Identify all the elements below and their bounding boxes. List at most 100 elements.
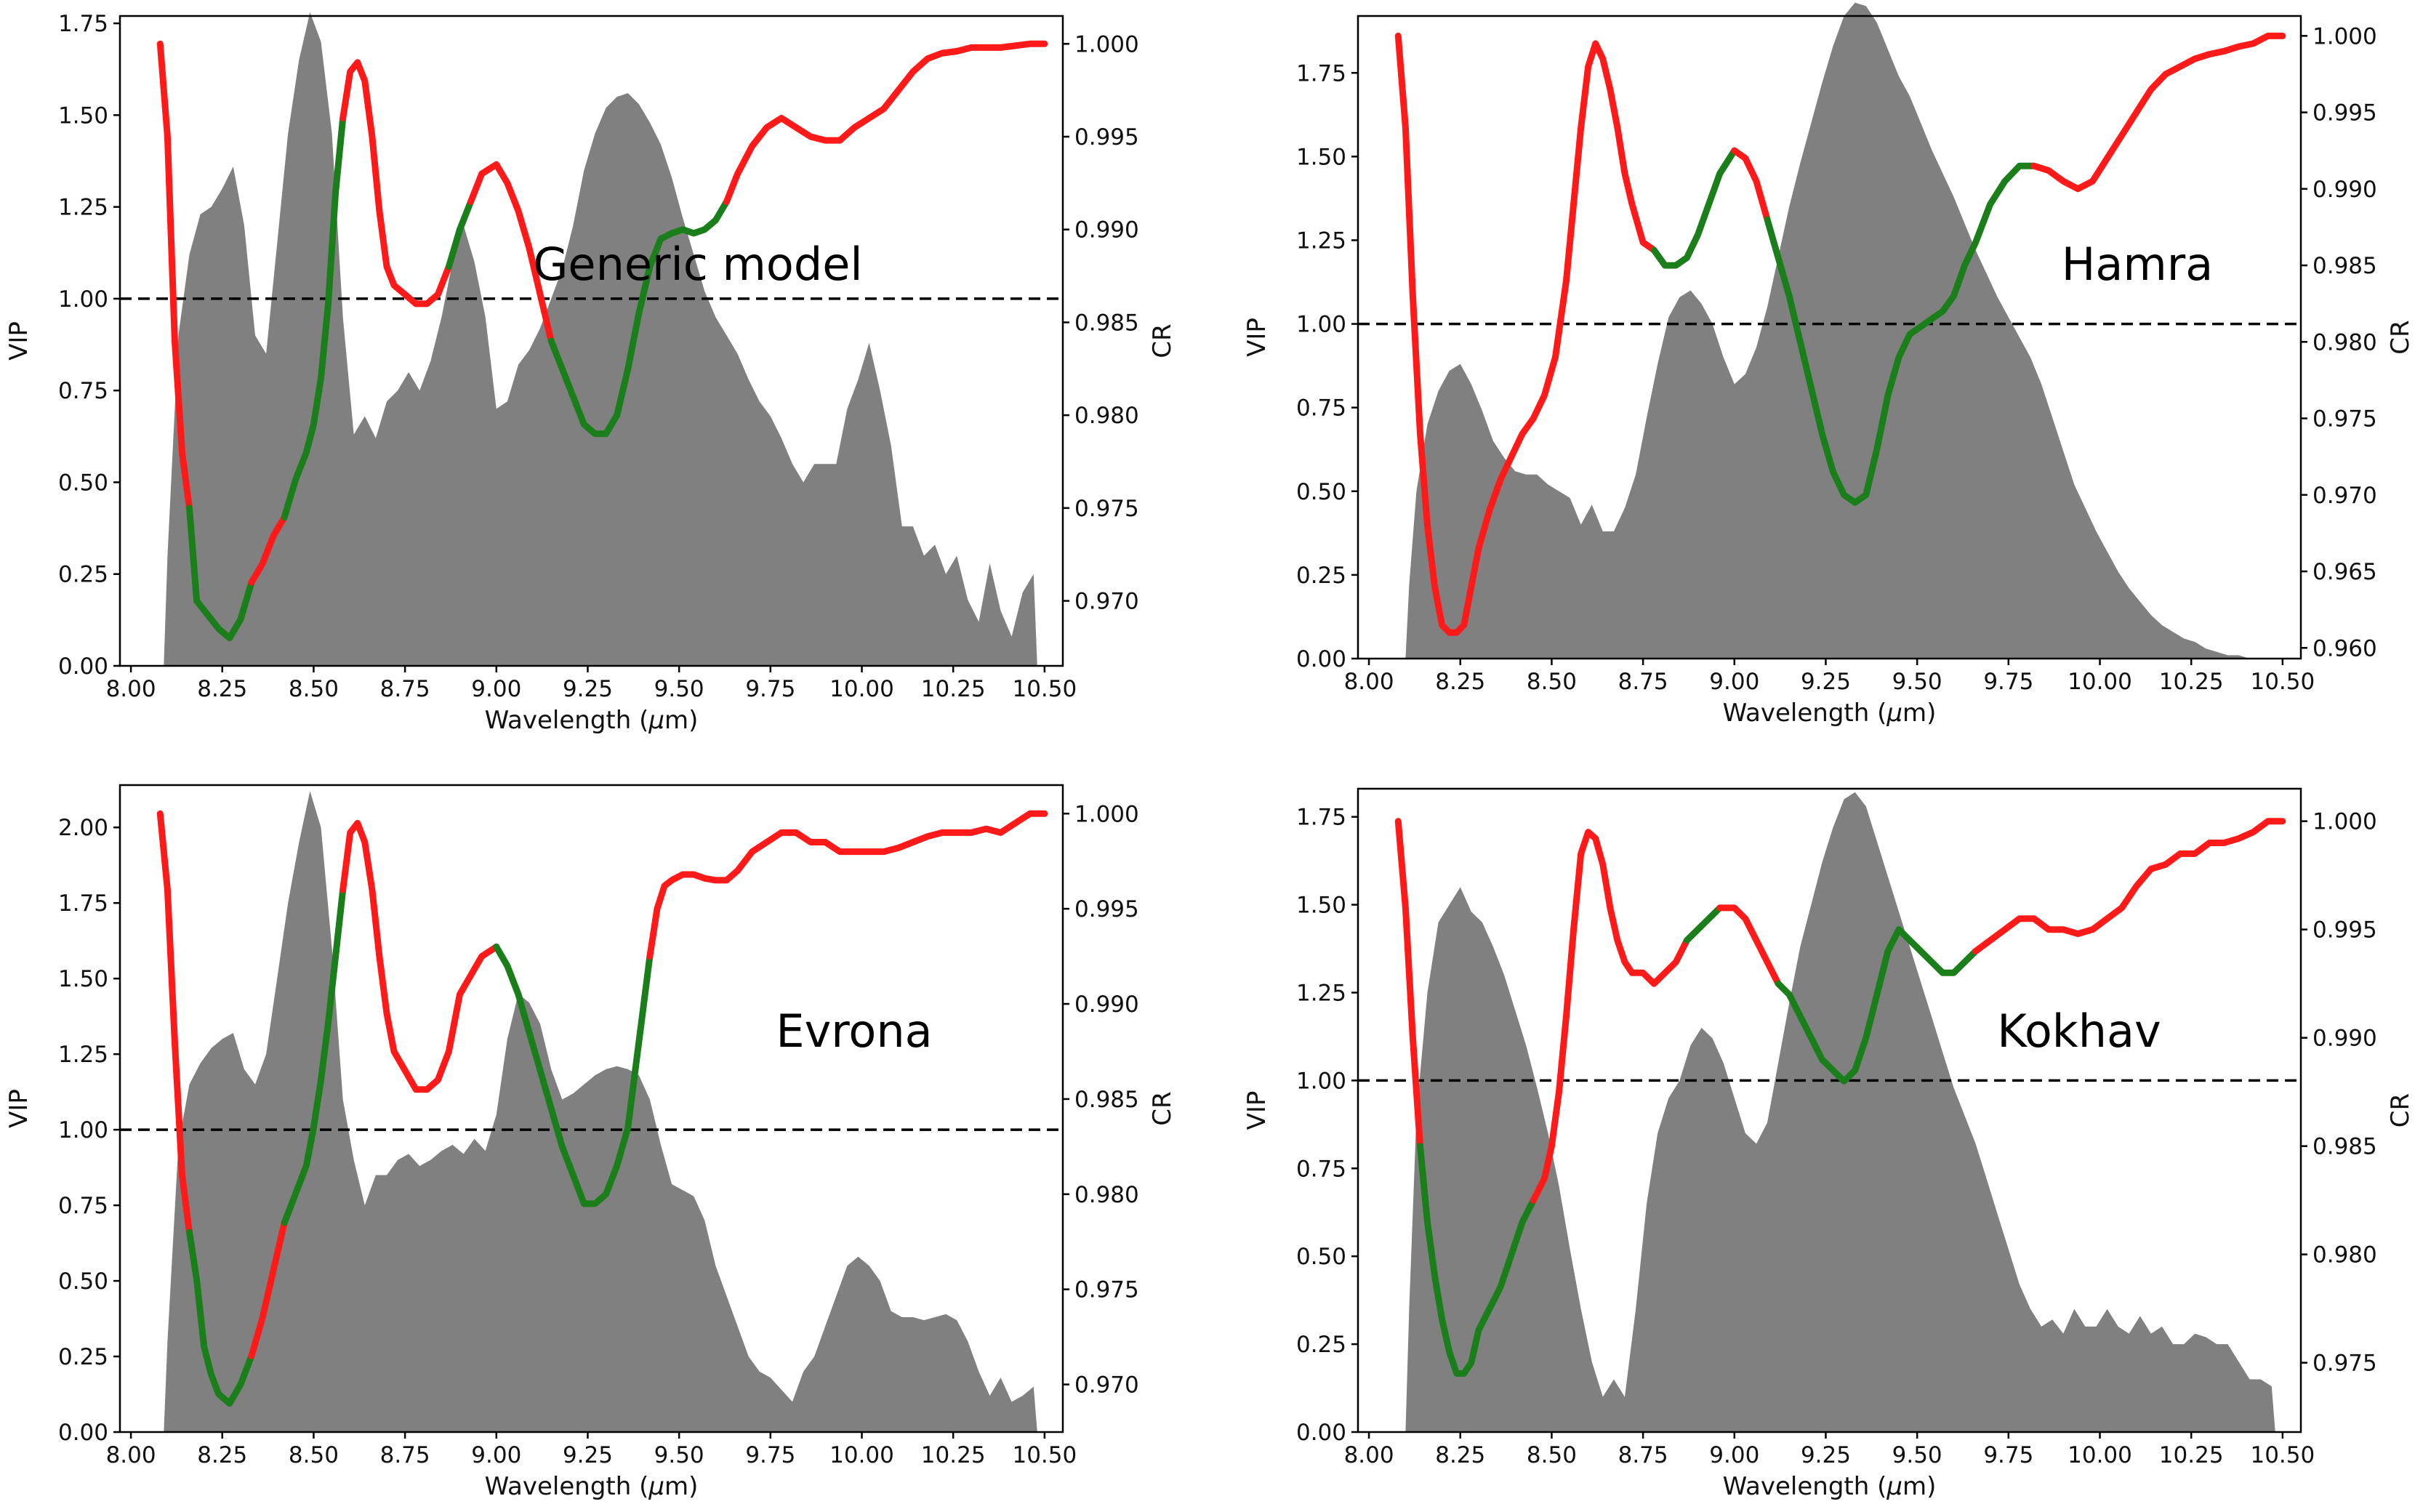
y2-axis-title: CR bbox=[2386, 320, 2415, 354]
x-tick-label: 9.75 bbox=[745, 676, 795, 702]
y2-tick-label: 0.995 bbox=[2312, 100, 2377, 126]
x-tick-label: 8.75 bbox=[1618, 1442, 1668, 1468]
y2-axis-title: CR bbox=[1148, 323, 1177, 358]
x-tick-label: 8.50 bbox=[289, 1442, 339, 1468]
cr-curve-red-segment bbox=[2030, 32, 2286, 193]
axes-frame bbox=[118, 15, 1064, 667]
y2-tick-label: 0.970 bbox=[2312, 483, 2377, 509]
x-axis-title: Wavelength (μm) bbox=[1723, 1472, 1937, 1501]
x-tick-label: 8.00 bbox=[106, 676, 156, 702]
x-tick-label: 9.50 bbox=[654, 1442, 704, 1468]
y2-tick-label: 0.975 bbox=[2312, 1351, 2377, 1377]
y2-tick-label: 0.970 bbox=[1074, 1372, 1139, 1399]
y2-tick-label: 0.980 bbox=[1074, 403, 1139, 429]
y-tick-label: 1.75 bbox=[58, 890, 108, 917]
cr-curve-green-segment bbox=[1683, 904, 1724, 944]
y2-tick-label: 0.975 bbox=[2312, 406, 2377, 433]
cr-curve-green-segment bbox=[547, 198, 730, 438]
y-tick-label: 1.50 bbox=[1296, 144, 1346, 170]
y-tick-label: 1.50 bbox=[58, 102, 108, 129]
y2-tick-label: 0.990 bbox=[1074, 992, 1139, 1018]
y-tick-label: 1.75 bbox=[1296, 60, 1346, 87]
x-tick-label: 8.50 bbox=[289, 676, 339, 702]
x-tick-label: 10.00 bbox=[829, 1442, 894, 1468]
x-tick-label: 8.50 bbox=[1527, 669, 1577, 695]
x-tick-label: 9.75 bbox=[1983, 669, 2033, 695]
x-tick-label: 10.25 bbox=[921, 1442, 986, 1468]
y2-tick-label: 0.980 bbox=[2312, 1242, 2377, 1268]
y-tick-label: 0.75 bbox=[58, 1193, 108, 1219]
y-tick-label: 1.75 bbox=[58, 11, 108, 37]
x-tick-label: 8.25 bbox=[1435, 669, 1485, 695]
y2-tick-label: 0.980 bbox=[1074, 1182, 1139, 1208]
x-tick-label: 9.00 bbox=[471, 1442, 521, 1468]
y-tick-label: 0.00 bbox=[58, 654, 108, 680]
panel-annotation: Hamra bbox=[2062, 238, 2214, 291]
cr-curve-red-segment bbox=[339, 819, 500, 1093]
y2-tick-label: 0.985 bbox=[1074, 310, 1139, 336]
y2-tick-label: 0.985 bbox=[1074, 1087, 1139, 1113]
x-tick-label: 8.25 bbox=[197, 676, 247, 702]
cr-curve-red-segment bbox=[156, 40, 193, 512]
axes-frame bbox=[1357, 15, 2302, 660]
x-tick-label: 8.50 bbox=[1527, 1442, 1577, 1468]
cr-curve-red-segment bbox=[1530, 829, 1690, 1204]
y2-tick-label: 1.000 bbox=[1074, 31, 1139, 57]
x-tick-label: 9.25 bbox=[1801, 1442, 1851, 1468]
x-tick-label: 8.00 bbox=[106, 1442, 156, 1468]
y-tick-label: 0.50 bbox=[58, 1268, 108, 1295]
y-tick-label: 1.50 bbox=[58, 966, 108, 992]
y-tick-label: 0.25 bbox=[58, 1344, 108, 1370]
y-tick-label: 1.00 bbox=[1296, 1068, 1346, 1094]
y2-tick-label: 0.990 bbox=[2312, 177, 2377, 203]
cr-curve-red-segment bbox=[1394, 818, 1423, 1150]
y-tick-label: 1.00 bbox=[58, 1117, 108, 1143]
cr-curve-red-segment bbox=[1394, 32, 1657, 636]
x-tick-label: 8.00 bbox=[1344, 669, 1394, 695]
y-tick-label: 0.50 bbox=[1296, 479, 1346, 505]
y-axis-title: VIP bbox=[4, 1089, 33, 1128]
y-tick-label: 1.25 bbox=[58, 1042, 108, 1068]
cr-curve-green-segment bbox=[281, 886, 347, 1226]
x-tick-label: 8.75 bbox=[1618, 669, 1668, 695]
y-axis-title: VIP bbox=[1242, 318, 1271, 357]
y-tick-label: 0.00 bbox=[1296, 1420, 1346, 1446]
y2-tick-label: 1.000 bbox=[1074, 801, 1139, 827]
y2-tick-label: 0.995 bbox=[1074, 124, 1139, 150]
y-tick-label: 0.50 bbox=[1296, 1244, 1346, 1270]
x-tick-label: 10.25 bbox=[2159, 669, 2224, 695]
y2-tick-label: 0.990 bbox=[1074, 217, 1139, 244]
y2-tick-label: 0.990 bbox=[2312, 1026, 2377, 1052]
y-tick-label: 2.00 bbox=[58, 815, 108, 841]
panel-annotation: Evrona bbox=[776, 1005, 932, 1058]
cr-curve-green-segment bbox=[186, 1228, 255, 1407]
y2-tick-label: 0.985 bbox=[2312, 253, 2377, 279]
x-tick-label: 10.25 bbox=[2159, 1442, 2224, 1468]
x-tick-label: 9.00 bbox=[471, 676, 521, 702]
cr-curve-red-segment bbox=[339, 59, 452, 307]
y2-tick-label: 1.000 bbox=[2312, 809, 2377, 835]
x-tick-label: 8.25 bbox=[197, 1442, 247, 1468]
y2-tick-label: 0.985 bbox=[2312, 1134, 2377, 1160]
vip-area bbox=[1405, 2, 2283, 659]
x-tick-label: 9.25 bbox=[563, 1442, 613, 1468]
x-axis-title: Wavelength (μm) bbox=[485, 1472, 699, 1501]
cr-curve-red-segment bbox=[156, 810, 193, 1236]
x-tick-label: 9.75 bbox=[745, 1442, 795, 1468]
y-axis-title: VIP bbox=[4, 321, 33, 361]
chart-panel-3: 8.00 8.25 8.50 8.75 9.00 9.25 9.50 9.75 10.00 10.… bbox=[4, 784, 1177, 1501]
x-tick-label: 10.50 bbox=[2250, 669, 2315, 695]
x-tick-label: 10.50 bbox=[1012, 1442, 1077, 1468]
y-axis-title: VIP bbox=[1242, 1091, 1271, 1130]
x-tick-label: 8.00 bbox=[1344, 1442, 1394, 1468]
x-tick-label: 9.50 bbox=[1892, 1442, 1942, 1468]
cr-curve-green-segment bbox=[1650, 147, 1738, 269]
y-tick-label: 1.25 bbox=[1296, 228, 1346, 254]
x-tick-label: 10.00 bbox=[2068, 669, 2132, 695]
y2-tick-label: 0.975 bbox=[1074, 496, 1139, 522]
y2-tick-label: 0.970 bbox=[1074, 589, 1139, 615]
x-tick-label: 10.50 bbox=[1012, 676, 1077, 702]
vip-area bbox=[164, 791, 1037, 1432]
x-tick-label: 9.50 bbox=[1892, 669, 1942, 695]
y-tick-label: 0.75 bbox=[58, 378, 108, 404]
